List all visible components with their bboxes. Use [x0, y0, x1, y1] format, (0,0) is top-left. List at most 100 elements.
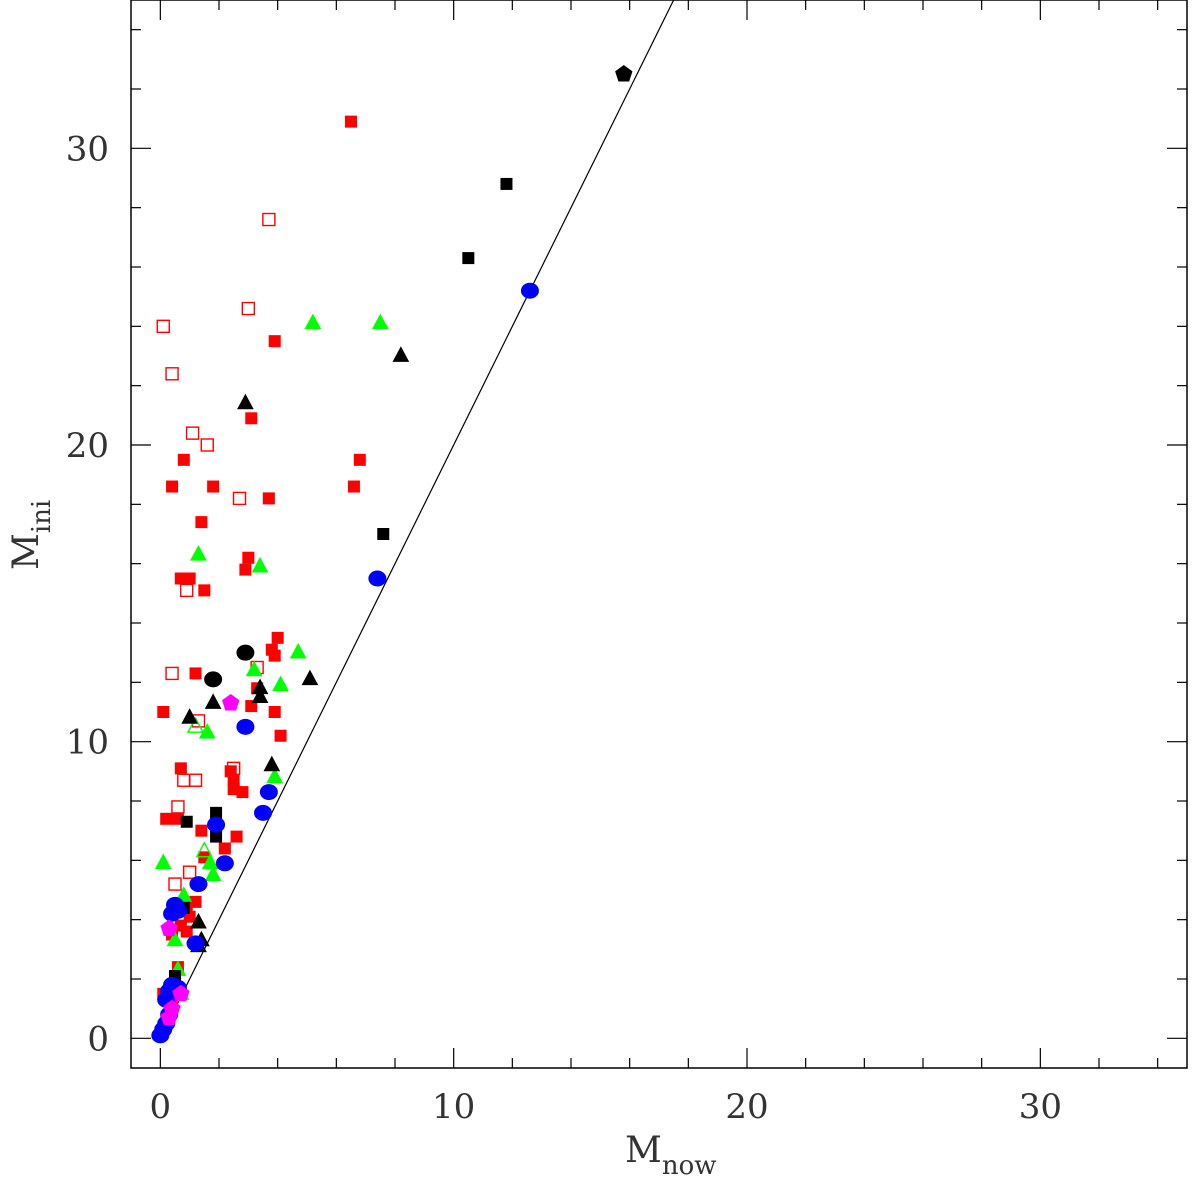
reference-line-group [159, 0, 675, 1039]
data-point-green-triangle-open [186, 716, 205, 733]
data-point-red-square [189, 667, 202, 680]
data-point-black-triangle [251, 687, 269, 703]
data-point-red-square [195, 516, 208, 529]
data-point-red-square-open [226, 761, 241, 776]
data-point-red-square [236, 786, 249, 799]
data-point-black-square [377, 528, 390, 540]
y-axis-label: Mini [6, 500, 57, 570]
data-point-red-square [218, 842, 231, 855]
data-point-red-square-open [168, 877, 182, 891]
data-point-red-square [177, 453, 190, 466]
x-axis-label-sub: now [662, 1151, 717, 1181]
data-point-red-square-open [180, 583, 194, 598]
data-point-red-square-open [188, 773, 203, 787]
data-point-green-triangle [272, 675, 289, 692]
data-point-green-triangle [371, 313, 389, 330]
data-point-red-square-open [182, 865, 197, 879]
data-point-black-triangle [204, 693, 222, 709]
data-point-green-triangle [304, 313, 322, 330]
data-point-black-circle [204, 671, 223, 688]
data-point-red-square-open [232, 491, 247, 506]
data-point-black-square [210, 806, 223, 819]
y-tick-labels: 0 10 20 30 [66, 129, 109, 1059]
axis-ticks [131, 0, 1187, 1068]
data-point-red-square-open [177, 773, 191, 787]
data-point-green-triangle [251, 556, 269, 573]
data-point-black-square [500, 177, 513, 190]
data-point-red-square-open [241, 301, 256, 316]
data-point-black-square [180, 815, 193, 828]
data-point-green-triangle [198, 723, 216, 739]
x-tick-label: 30 [1019, 1087, 1062, 1127]
x-tick-label: 0 [150, 1087, 172, 1127]
data-point-red-square [268, 706, 281, 718]
data-point-red-square-open [200, 438, 214, 452]
data-point-green-triangle [201, 853, 219, 870]
data-point-red-square [166, 480, 179, 493]
data-point-black-triangle [237, 393, 254, 410]
data-point-magenta-pentagon [172, 984, 190, 1002]
data-point-red-square [157, 706, 170, 718]
data-point-red-square-open [185, 426, 200, 440]
data-point-black-square [210, 830, 223, 843]
data-point-blue-circle [236, 718, 255, 735]
data-point-red-square [353, 453, 366, 466]
data-point-green-triangle [166, 930, 184, 947]
data-point-black-triangle [190, 912, 207, 929]
data-point-red-square [345, 115, 357, 128]
plot-frame [130, 0, 1188, 1069]
data-point-green-triangle [154, 853, 172, 870]
reference-line [159, 0, 675, 1039]
data-point-red-square [160, 812, 173, 825]
data-point-blue-circle [186, 935, 205, 952]
data-point-red-square [268, 335, 281, 348]
data-point-black-triangle [181, 708, 199, 724]
data-point-red-square [230, 830, 243, 843]
x-axis-label: Mnow [625, 1130, 717, 1181]
data-point-red-square [245, 700, 258, 713]
x-axis-label-main: M [625, 1130, 662, 1171]
data-point-red-square [271, 631, 284, 644]
data-point-red-square [245, 412, 258, 425]
data-point-blue-circle [163, 905, 182, 922]
data-point-red-square-open [165, 367, 179, 381]
data-point-blue-circle [368, 570, 387, 587]
x-tick-label: 10 [432, 1087, 475, 1127]
data-point-blue-circle [151, 1027, 170, 1044]
data-point-blue-circle [215, 855, 234, 872]
data-point-black-pentagon [615, 65, 633, 82]
data-point-blue-circle [207, 816, 226, 833]
data-point-green-triangle [204, 865, 222, 881]
data-points [151, 65, 633, 1044]
data-point-magenta-pentagon [160, 1008, 178, 1025]
data-point-green-triangle [175, 886, 193, 902]
data-point-green-triangle [289, 642, 307, 659]
data-point-magenta-pentagon [160, 919, 178, 936]
data-point-red-square [195, 824, 208, 837]
data-point-red-square-open [165, 666, 179, 681]
data-point-black-square [462, 252, 475, 265]
x-tick-labels: 0 10 20 30 [150, 1087, 1062, 1127]
data-point-blue-circle [254, 804, 272, 821]
data-point-blue-circle [520, 282, 539, 299]
data-point-red-square [268, 649, 281, 662]
data-point-green-triangle [266, 767, 284, 784]
y-axis-label-main: M [6, 533, 47, 570]
y-tick-label: 10 [66, 723, 109, 763]
x-tick-label: 20 [725, 1087, 768, 1127]
data-point-red-square [242, 551, 255, 564]
data-point-black-circle [236, 644, 255, 661]
y-tick-label: 0 [87, 1019, 109, 1059]
data-point-red-square [183, 572, 196, 585]
data-point-green-triangle [245, 660, 263, 677]
y-tick-label: 20 [66, 426, 109, 466]
data-point-blue-circle [259, 784, 278, 801]
data-point-black-triangle [301, 669, 319, 686]
data-point-green-triangle-open [195, 841, 214, 858]
y-tick-label: 30 [66, 129, 109, 169]
data-point-magenta-pentagon [222, 693, 240, 711]
y-axis-label-sub: ini [27, 500, 57, 533]
data-point-red-square [207, 480, 220, 493]
data-point-red-square [239, 563, 252, 576]
